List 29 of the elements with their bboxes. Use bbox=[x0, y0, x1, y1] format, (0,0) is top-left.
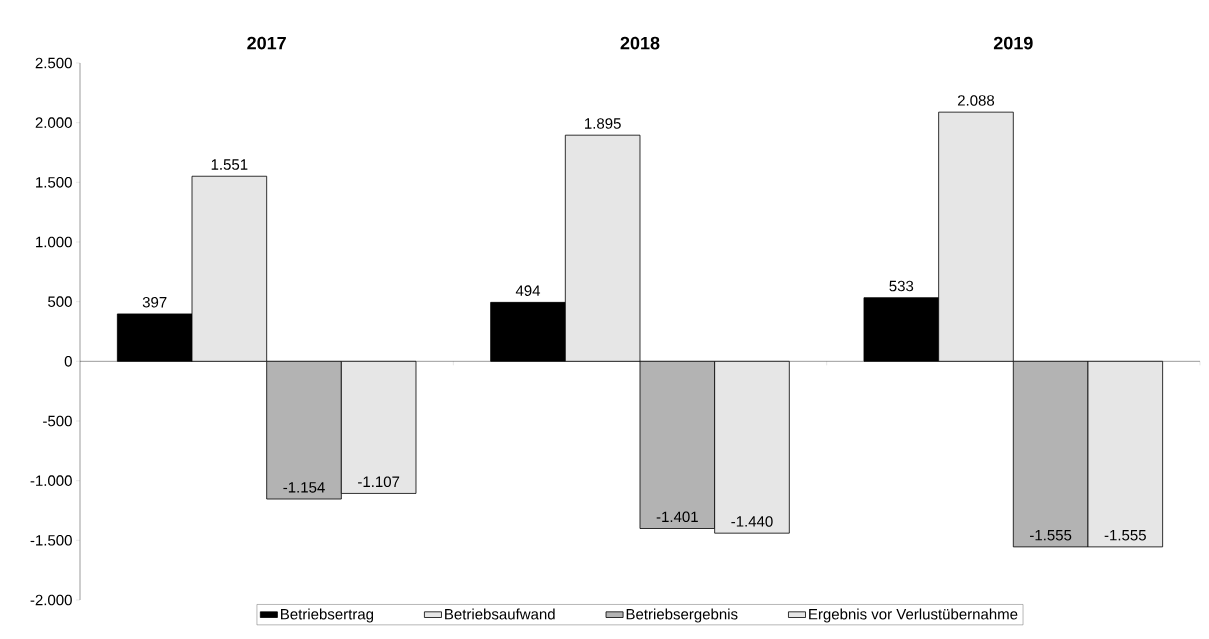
data-label: -1.555 bbox=[1030, 530, 1072, 541]
y-tick-label: 1.500 bbox=[36, 177, 72, 188]
data-label: 533 bbox=[889, 280, 914, 292]
x-tick-label: 2019 bbox=[993, 36, 1033, 50]
data-label: -1.107 bbox=[358, 476, 400, 488]
y-tick-label: 2.500 bbox=[35, 57, 72, 69]
data-label: 397 bbox=[142, 296, 167, 308]
data-label: -1.440 bbox=[731, 516, 773, 527]
data-label: 1.551 bbox=[211, 159, 248, 170]
data-label: -1.555 bbox=[1104, 530, 1146, 541]
legend-label: Betriebsergebnis bbox=[626, 608, 738, 623]
legend-label: Betriebsaufwand bbox=[445, 608, 555, 620]
legend-label: Ergebnis vor Verlustübernahme bbox=[809, 608, 1018, 623]
y-tick-label: -1.500 bbox=[30, 535, 72, 546]
y-tick-label: 500 bbox=[48, 296, 72, 307]
data-label: -1.154 bbox=[283, 482, 325, 493]
data-label: 1.895 bbox=[585, 118, 621, 129]
y-tick-label: -1.000 bbox=[30, 475, 72, 486]
y-tick-label: -2.000 bbox=[30, 594, 72, 606]
y-tick-label: 2.000 bbox=[35, 117, 72, 128]
data-label: 2.088 bbox=[957, 95, 995, 106]
data-label: 494 bbox=[515, 285, 541, 296]
y-tick-label: 1.000 bbox=[36, 236, 72, 248]
y-tick-label: -500 bbox=[43, 415, 72, 427]
data-label: -1.401 bbox=[656, 511, 698, 523]
x-tick-label: 2018 bbox=[620, 36, 660, 50]
y-tick-label: 0 bbox=[64, 356, 72, 367]
legend-label: Betriebsertrag bbox=[281, 608, 374, 623]
x-tick-label: 2017 bbox=[247, 36, 286, 50]
